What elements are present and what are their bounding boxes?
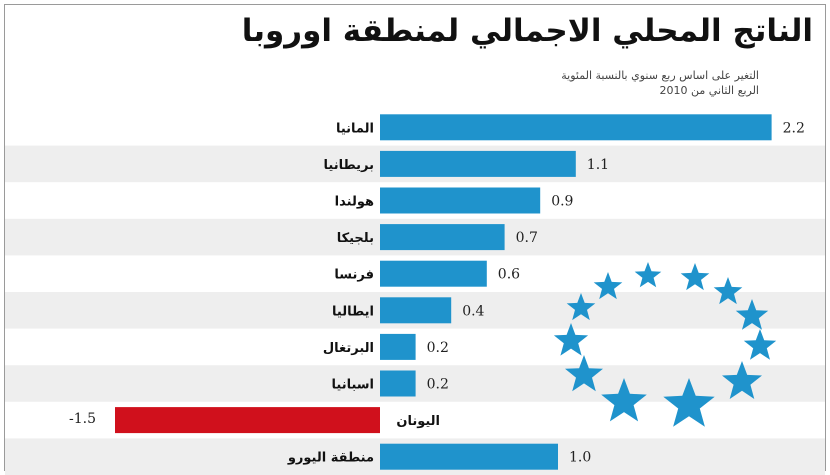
star-icon [680, 263, 710, 291]
star-icon [713, 277, 743, 305]
bar [380, 297, 452, 324]
star-icon [663, 378, 715, 427]
category-label: اليونان [396, 414, 440, 429]
subtitle-line-2: الربع الثاني من 2010 [659, 84, 759, 97]
data-label: 0.2 [427, 377, 449, 393]
category-label: البرتغال [323, 341, 374, 356]
bar [380, 370, 416, 397]
star-icon [722, 361, 762, 399]
star-icon [553, 323, 589, 356]
category-label: ايطاليا [332, 304, 374, 319]
bar [380, 333, 416, 360]
star-icon [565, 355, 603, 392]
subtitle-line-1: التغير على اساس ربع سنوي بالنسبة المئوية [561, 69, 759, 82]
data-label: 0.2 [427, 340, 449, 356]
star-icon [601, 378, 647, 422]
data-label: 1.0 [569, 450, 591, 466]
category-label: بلجيكا [337, 231, 374, 246]
bar [380, 150, 576, 177]
star-icon [593, 272, 623, 300]
category-label: فرنسا [334, 268, 374, 283]
data-label: 0.9 [551, 194, 573, 210]
chart-title: الناتج المحلي الاجمالي لمنطقة اوروبا [241, 13, 813, 49]
bar [380, 224, 505, 251]
bar [380, 443, 558, 470]
star-icon [634, 262, 662, 288]
category-label: اسبانيا [332, 378, 375, 393]
data-label: 1.1 [587, 157, 609, 173]
star-icon [735, 299, 769, 330]
category-label: المانيا [336, 121, 374, 136]
data-label: 2.2 [783, 120, 805, 136]
data-label: -1.5 [69, 411, 96, 427]
category-label: بريطانيا [324, 158, 374, 173]
bar [380, 187, 541, 214]
bar [380, 114, 772, 141]
star-icon [743, 329, 777, 360]
data-label: 0.7 [516, 230, 538, 246]
chart-subtitle: التغير على اساس ربع سنوي بالنسبة المئوية… [561, 68, 759, 98]
data-label: 0.4 [462, 303, 484, 319]
bar [115, 407, 380, 434]
data-label: 0.6 [498, 267, 520, 283]
category-label: منطقة اليورو [287, 451, 374, 466]
category-label: هولندا [335, 195, 374, 210]
star-icon [566, 293, 596, 321]
bar [380, 260, 487, 287]
